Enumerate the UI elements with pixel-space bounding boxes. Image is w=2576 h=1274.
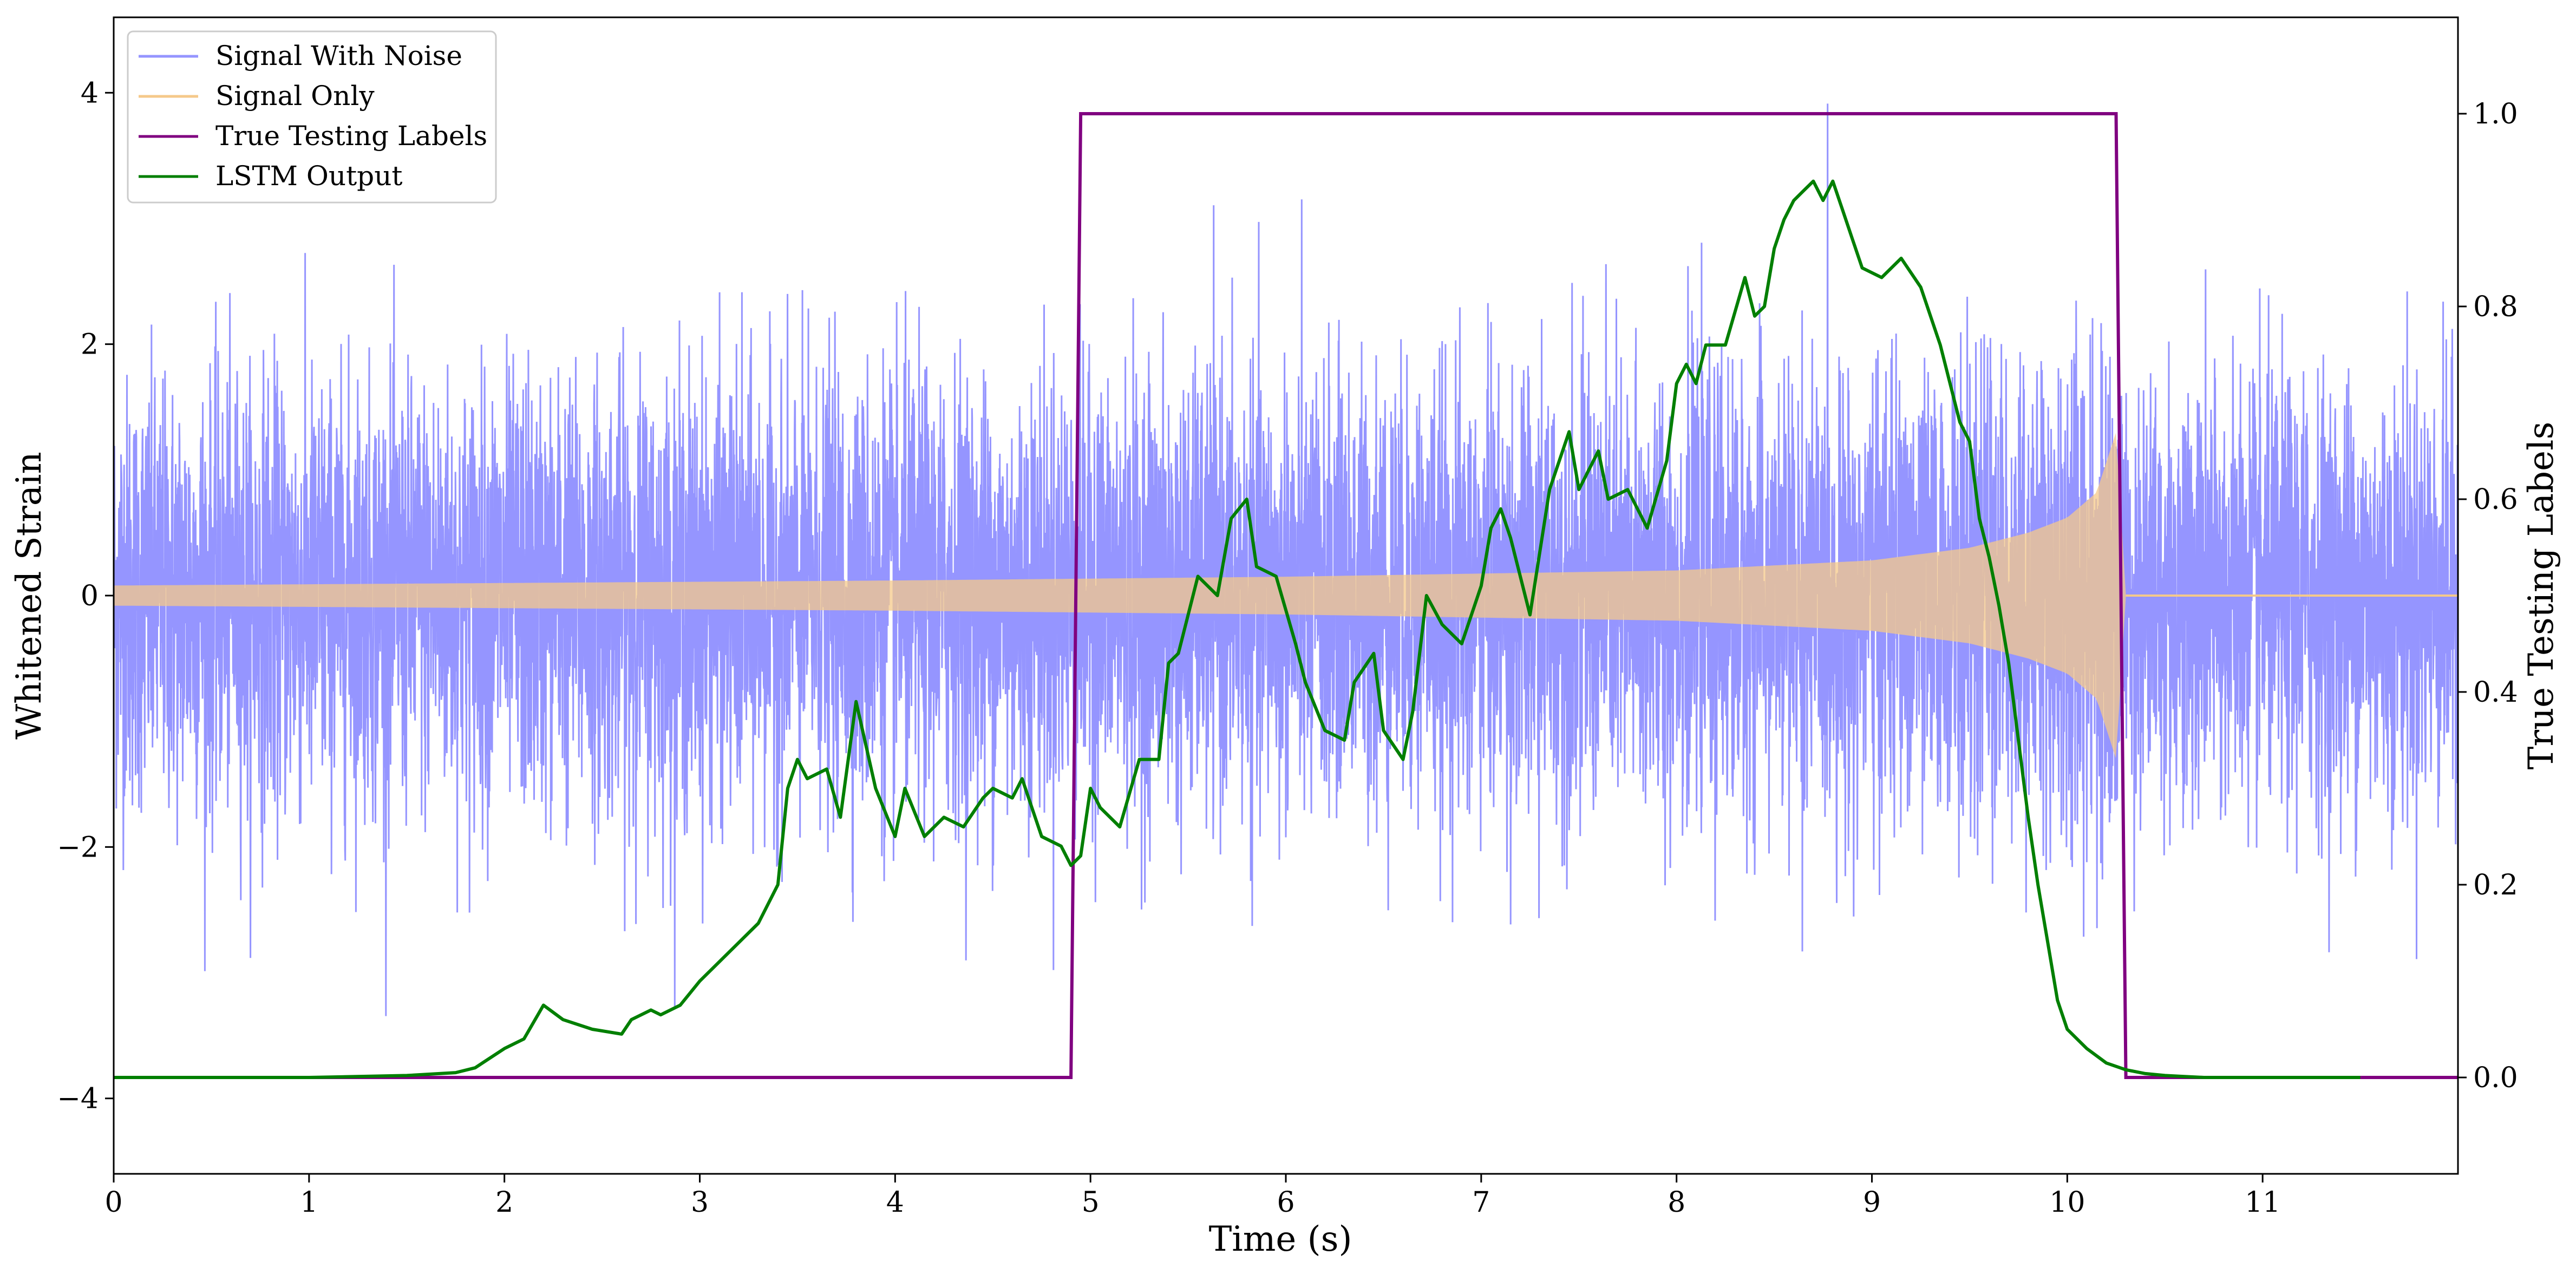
signal-only-series (114, 433, 2458, 759)
legend-label-signal: Signal Only (215, 80, 375, 112)
x-axis-label: Time (s) (1209, 1219, 1352, 1259)
x-tick-label: 0 (104, 1186, 122, 1219)
legend-box (127, 30, 497, 204)
y-tick-label: 4 (81, 77, 99, 109)
y2-axis-label: True Testing Labels (2521, 422, 2561, 770)
legend-label-lstm: LSTM Output (215, 160, 402, 192)
plot-area (114, 103, 2458, 1079)
legend-label-noise: Signal With Noise (215, 40, 462, 71)
lstm-line (114, 179, 2361, 1079)
y-tick-label: 2 (81, 329, 99, 361)
x-tick-label: 9 (1863, 1186, 1881, 1219)
y2-tick-label: 0.2 (2473, 869, 2518, 901)
legend-label-labels: True Testing Labels (215, 120, 487, 152)
legend: Signal With Noise Signal Only True Testi… (127, 30, 497, 204)
x-tick-label: 8 (1668, 1186, 1685, 1219)
y-tick-label: −2 (57, 831, 99, 864)
y-tick-label: 0 (81, 580, 99, 612)
lstm-output-series (114, 179, 2361, 1079)
x-tick-label: 2 (495, 1186, 513, 1219)
x-axis: 0 1 2 3 4 5 6 7 8 9 10 11 (104, 1174, 2280, 1219)
y-axis-right: 0.0 0.2 0.4 0.6 0.8 1.0 (2458, 98, 2518, 1094)
y2-tick-label: 0.4 (2473, 676, 2518, 709)
x-tick-label: 1 (300, 1186, 318, 1219)
y2-tick-label: 0.0 (2473, 1062, 2518, 1094)
x-tick-label: 10 (2049, 1186, 2085, 1219)
y2-tick-label: 0.8 (2473, 291, 2518, 323)
y2-tick-label: 1.0 (2473, 98, 2518, 130)
x-tick-label: 3 (691, 1186, 709, 1219)
y-axis-left: −4 −2 0 2 4 (57, 77, 114, 1115)
x-tick-label: 4 (886, 1186, 904, 1219)
x-tick-label: 11 (2245, 1186, 2280, 1219)
x-tick-label: 5 (1082, 1186, 1100, 1219)
x-tick-label: 7 (1472, 1186, 1490, 1219)
y-axis-label: Whitened Strain (9, 452, 49, 739)
signal-envelope (114, 433, 2126, 759)
y2-tick-label: 0.6 (2473, 484, 2518, 516)
y-tick-label: −4 (57, 1083, 99, 1115)
x-tick-label: 6 (1277, 1186, 1294, 1219)
